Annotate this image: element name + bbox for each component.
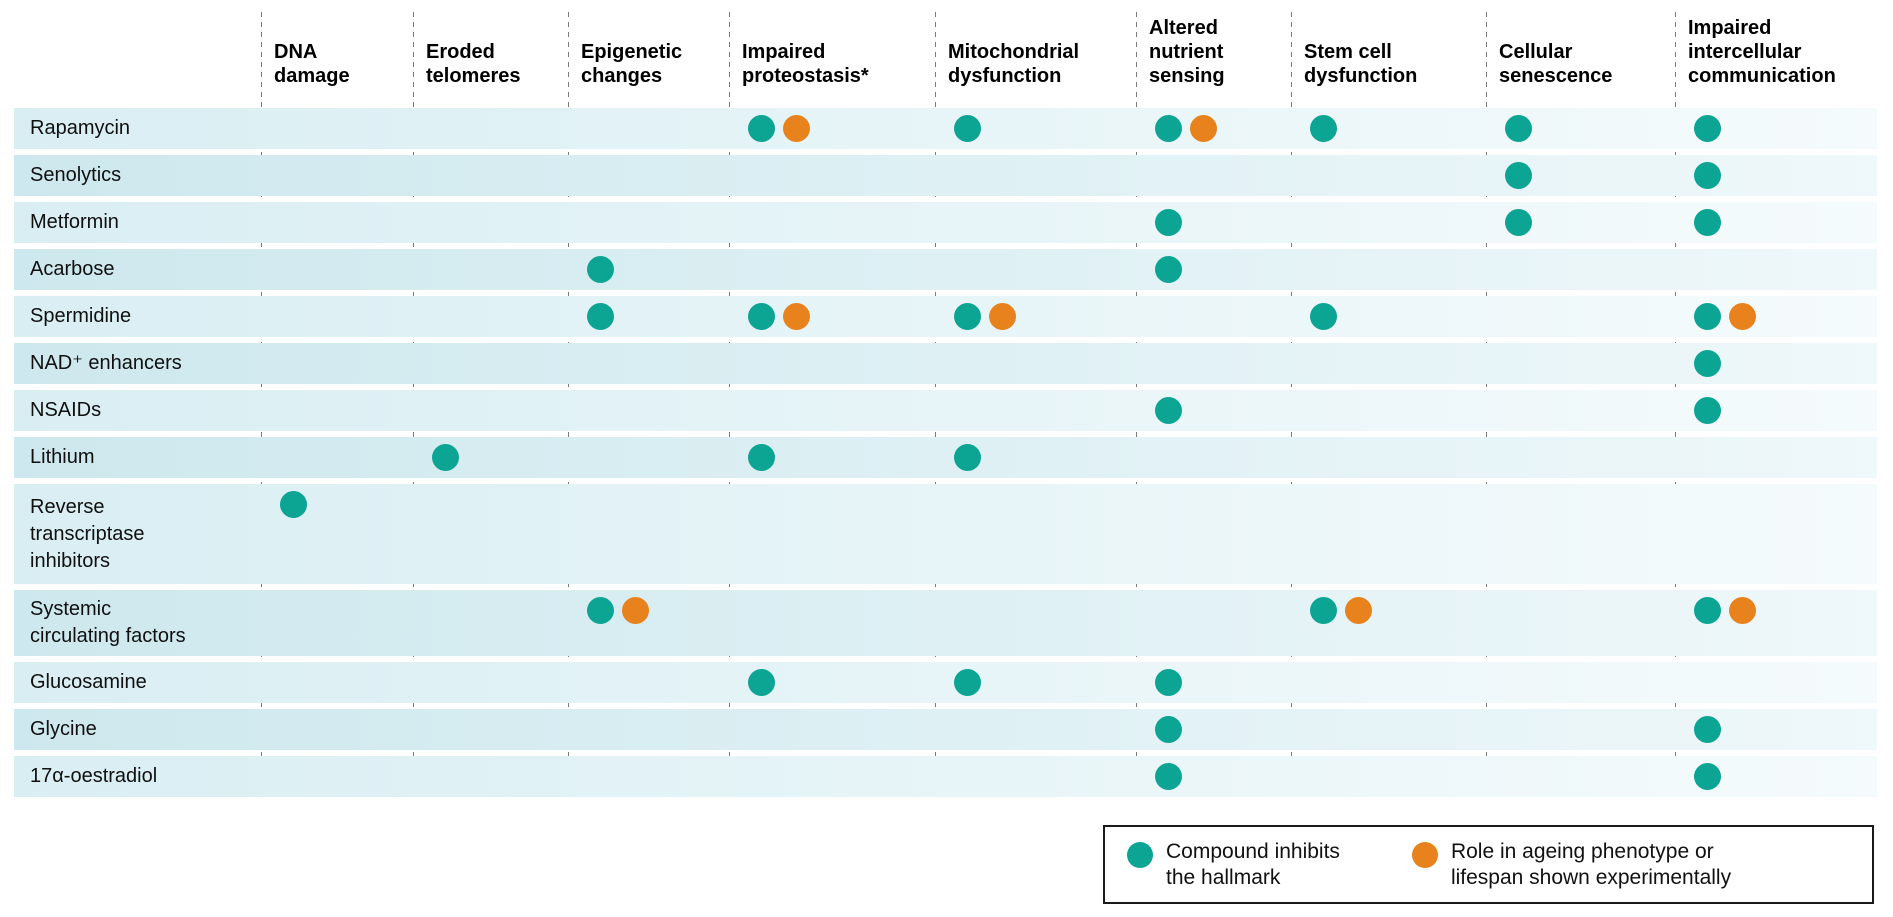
table-row: Reverse transcriptase inhibitors [14,484,1877,584]
column-header: Impaired proteostasis* [742,41,869,87]
inhibits-dot [1694,350,1721,377]
legend-item: Role in ageing phenotype or lifespan sho… [1411,839,1732,891]
inhibits-dot [954,669,981,696]
experimental-dot [1729,303,1756,330]
inhibits-dot [1505,115,1532,142]
row-label: Acarbose [30,258,115,280]
row-label: Senolytics [30,164,122,186]
row-label: Glycine [30,718,97,740]
inhibits-dot [1155,209,1182,236]
inhibits-dot [1694,716,1721,743]
inhibits-dot [1310,303,1337,330]
inhibits-dot [1155,115,1182,142]
table-row: Lithium [14,437,1877,478]
experimental-dot [1729,597,1756,624]
table-row: Senolytics [14,155,1877,196]
column-header: Impaired intercellular communication [1688,17,1836,87]
row-label: Glucosamine [30,671,147,693]
inhibits-dot [1155,716,1182,743]
inhibits-dot [1694,597,1721,624]
inhibits-dot [1505,209,1532,236]
row-label: Lithium [30,446,95,468]
table-row: Rapamycin [14,108,1877,149]
inhibits-dot [432,444,459,471]
inhibits-dot [748,444,775,471]
row-label: Metformin [30,211,119,233]
inhibits-dot [587,303,614,330]
inhibits-dot [748,303,775,330]
column-header: Mitochondrial dysfunction [948,41,1080,87]
table-row: NSAIDs [14,390,1877,431]
table-row: Acarbose [14,249,1877,290]
inhibits-dot [748,669,775,696]
inhibits-dot [1694,397,1721,424]
table-row: Spermidine [14,296,1877,337]
inhibits-dot [1694,209,1721,236]
column-header: Eroded telomeres [426,41,521,87]
inhibits-dot [1505,162,1532,189]
inhibits-dot [1155,669,1182,696]
matrix-rows: Rapamycin Senolytics Metformin Acarbose Sper… [14,108,1877,803]
legend-experimental-dot [1411,841,1438,868]
row-label: Systemic circulating factors [30,598,186,647]
column-header: Stem cell dysfunction [1304,41,1418,87]
inhibits-dot [1694,303,1721,330]
experimental-dot [783,115,810,142]
experimental-dot [1345,597,1372,624]
inhibits-dot [587,597,614,624]
legend-item: Compound inhibits the hallmark [1127,839,1340,891]
table-row: Glucosamine [14,662,1877,703]
column-header: Epigenetic changes [581,41,683,87]
row-label: Reverse transcriptase inhibitors [30,495,145,572]
table-row: Glycine [14,709,1877,750]
column-header: Altered nutrient sensing [1149,17,1225,87]
column-headers: DNA damage Eroded telomeres Epigenetic cha… [0,0,1893,108]
experimental-dot [989,303,1016,330]
inhibits-dot [954,115,981,142]
table-row: NAD⁺ enhancers [14,343,1877,384]
inhibits-dot [1310,597,1337,624]
inhibits-dot [1155,397,1182,424]
row-label: NAD⁺ enhancers [30,352,182,374]
legend-label: Role in ageing phenotype or lifespan sho… [1450,839,1732,889]
inhibits-dot [1155,763,1182,790]
row-label: 17α-oestradiol [30,765,158,787]
inhibits-dot [587,256,614,283]
inhibits-dot [1155,256,1182,283]
inhibits-dot [280,491,307,518]
column-header: Cellular senescence [1499,41,1613,87]
inhibits-dot [954,303,981,330]
table-row: 17α-oestradiol [14,756,1877,797]
experimental-dot [622,597,649,624]
experimental-dot [1190,115,1217,142]
inhibits-dot [954,444,981,471]
inhibits-dot [748,115,775,142]
legend-inhibits-dot [1127,841,1153,868]
inhibits-dot [1310,115,1337,142]
table-row: Metformin [14,202,1877,243]
legend-label: Compound inhibits the hallmark [1166,839,1340,889]
row-label: NSAIDs [30,399,102,421]
table-row: Systemic circulating factors [14,590,1877,656]
inhibits-dot [1694,115,1721,142]
row-label: Spermidine [30,305,132,327]
experimental-dot [783,303,810,330]
inhibits-dot [1694,162,1721,189]
column-header: DNA damage [274,41,350,87]
legend: Compound inhibits the hallmark Role in ag… [1103,825,1874,904]
row-label: Rapamycin [30,117,131,139]
inhibits-dot [1694,763,1721,790]
